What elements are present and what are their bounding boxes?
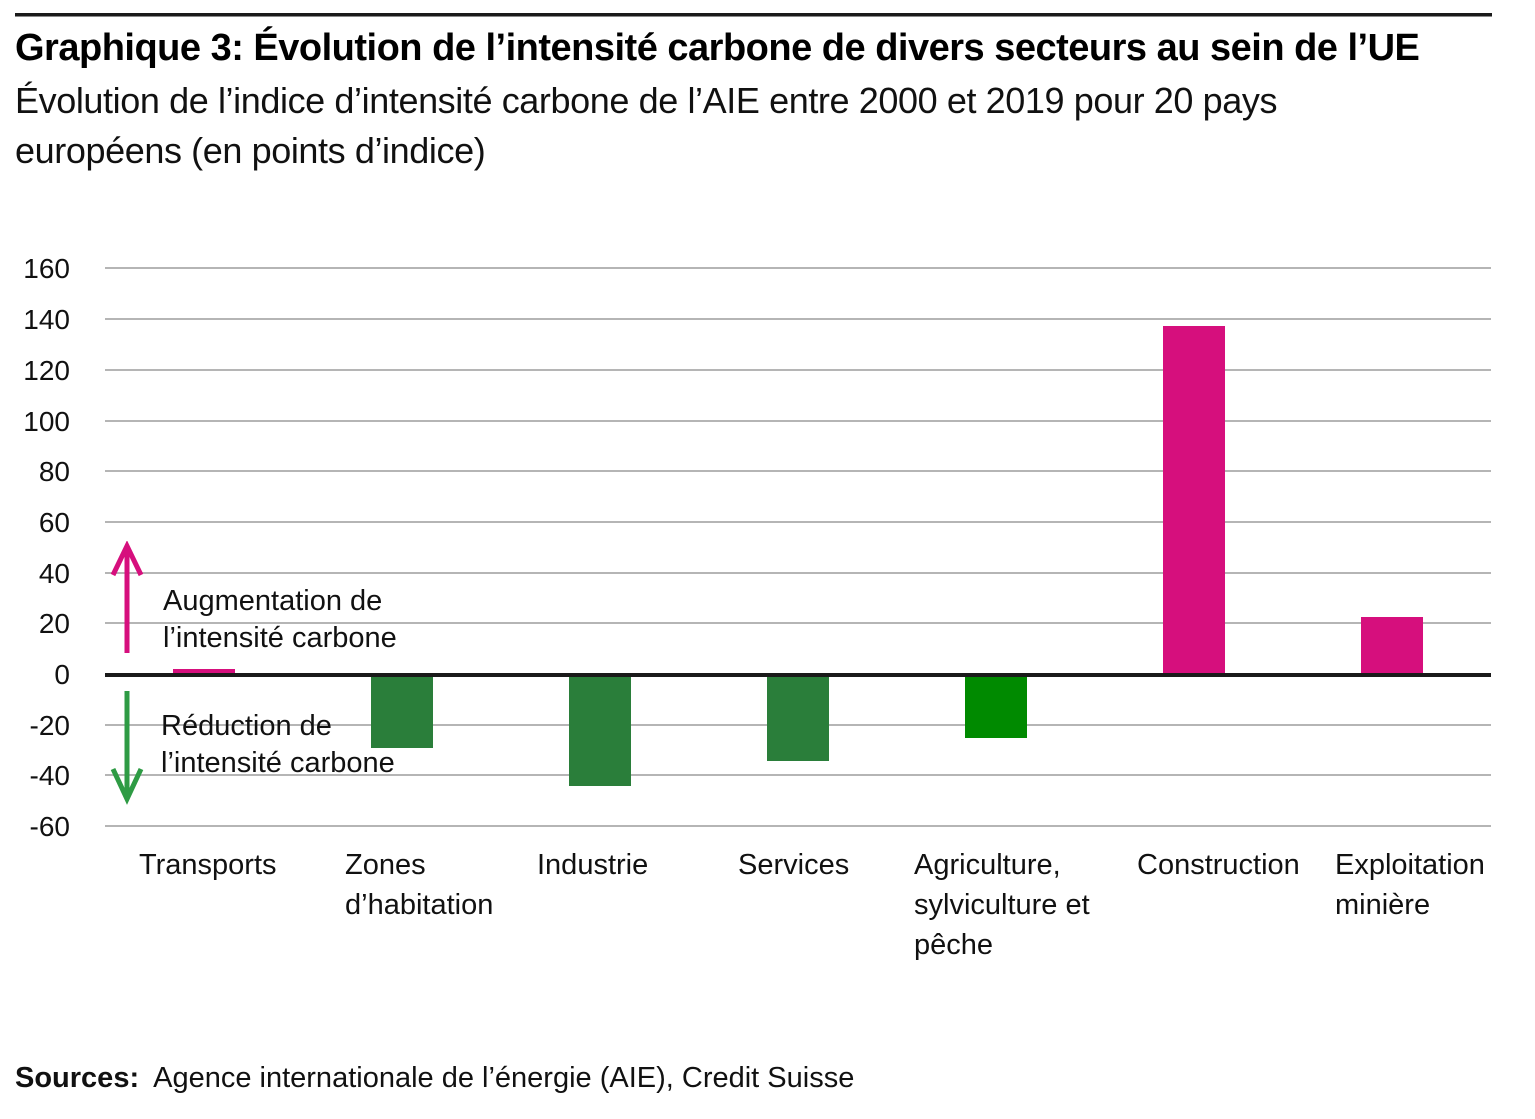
gridline-120 (105, 369, 1491, 371)
increase-arrow-up-icon (110, 541, 144, 653)
bar-transports (173, 669, 235, 675)
y-tick-label-0: 0 (54, 659, 70, 690)
bar-industrie (569, 675, 631, 786)
x-label-services: Services (738, 849, 850, 881)
gridline--60 (105, 825, 1491, 827)
sources-line: Sources: Agence internationale de l’énerg… (15, 1062, 854, 1095)
y-tick-label-20: 20 (38, 608, 70, 639)
y-tick-label-60: 60 (38, 507, 70, 538)
decrease-arrow-down-icon (110, 691, 144, 805)
gridline-60 (105, 521, 1491, 523)
x-label-zones-d-habitation: Zones d’habitation (345, 849, 494, 921)
chart-title: Graphique 3: Évolution de l’intensité ca… (15, 27, 1420, 69)
gridline-160 (105, 267, 1491, 269)
gridline-20 (105, 622, 1491, 624)
decrease-arrow-path (110, 691, 144, 805)
y-tick-label-40: 40 (38, 558, 70, 589)
x-label-exploitation-mini-re: Exploitation minière (1335, 849, 1485, 921)
gridline--40 (105, 774, 1491, 776)
x-label-construction: Construction (1137, 849, 1300, 881)
y-tick-label-80: 80 (38, 456, 70, 487)
gridline-80 (105, 470, 1491, 472)
annotation-decrease: Réduction de l’intensité carbone (161, 710, 395, 779)
increase-arrow-path (110, 541, 144, 653)
x-label-agriculture-sylviculture-et-p-che: Agriculture, sylviculture et pêche (914, 849, 1090, 961)
y-tick-label--40: -40 (29, 760, 70, 791)
annotation-increase: Augmentation de l’intensité carbone (163, 585, 397, 654)
bar-construction (1163, 326, 1225, 675)
y-tick-label-160: 160 (23, 253, 70, 284)
x-label-industrie: Industrie (537, 849, 649, 881)
sources-label: Sources: (15, 1062, 140, 1094)
y-tick-label--20: -20 (29, 710, 70, 741)
gridline-100 (105, 420, 1491, 422)
x-label-transports: Transports (139, 849, 277, 881)
bar-zones-d-habitation (371, 675, 433, 748)
y-tick-label--60: -60 (29, 811, 70, 842)
bar-agriculture-sylviculture-et-p-che (965, 675, 1027, 738)
sources-text: Agence internationale de l’énergie (AIE)… (153, 1062, 855, 1094)
y-tick-label-120: 120 (23, 355, 70, 386)
gridline-40 (105, 572, 1491, 574)
top-rule (15, 13, 1492, 17)
chart-subtitle: Évolution de l’indice d’intensité carbon… (15, 80, 1278, 171)
bar-services (767, 675, 829, 761)
zero-axis-line (105, 673, 1491, 677)
bar-exploitation-mini-re (1361, 617, 1423, 675)
gridline-140 (105, 318, 1491, 320)
y-tick-label-140: 140 (23, 304, 70, 335)
y-tick-label-100: 100 (23, 406, 70, 437)
